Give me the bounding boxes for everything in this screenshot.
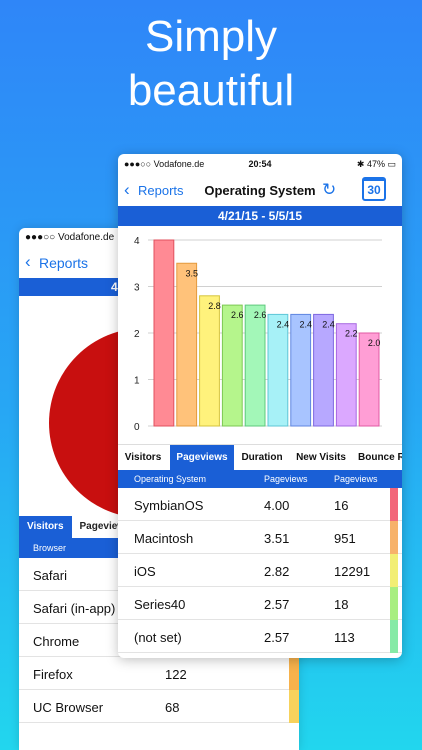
row-name: Chrome [33, 634, 80, 649]
bar [153, 239, 175, 427]
row-color-bar [390, 488, 398, 521]
column-header-count: Pageviews [334, 474, 378, 484]
bar-value-label: 3.5 [185, 268, 198, 278]
y-tick-label: 0 [134, 422, 140, 433]
y-tick-label: 4 [134, 236, 140, 247]
row-color-bar [390, 554, 398, 587]
clock: 20:54 [248, 159, 272, 169]
row-value: 68 [165, 700, 180, 715]
bar-value-label: 2.0 [368, 338, 381, 348]
row-count: 12291 [334, 564, 371, 579]
status-bar: ●●●○○ Vodafone.de 20:54 ✱ 47% ▭ [118, 154, 402, 174]
y-tick-label: 2 [134, 329, 140, 340]
date-range: 4/21/15 - 5/5/15 [118, 206, 402, 226]
bar [358, 332, 380, 427]
bar-chart: 0 1 2 3 4 3.5 2.8 2.6 2.6 2.4 2.4 2.4 2.2 2.0 [134, 236, 382, 433]
row-name: UC Browser [33, 700, 104, 715]
row-color-bar [289, 690, 299, 723]
row-color-bar [390, 587, 398, 620]
back-button[interactable]: Reports [138, 183, 184, 198]
chevron-left-icon[interactable]: ‹ [124, 180, 130, 199]
table-row[interactable]: (not set) 2.57 113 [118, 620, 402, 653]
headline-line1: Simply [144, 12, 278, 61]
row-name: Safari [33, 568, 67, 583]
calendar-button[interactable]: 30 [362, 177, 386, 201]
bar-value-label: 2.4 [299, 319, 312, 329]
row-name: Safari (in-app) [33, 601, 116, 616]
row-avg: 2.57 [264, 630, 290, 645]
row-avg: 4.00 [264, 498, 290, 513]
table-row[interactable]: iOS 2.82 12291 [118, 554, 402, 587]
column-header-avg: Pageviews [264, 474, 308, 484]
bar-value-label: 2.8 [208, 301, 221, 311]
tab-visitors[interactable]: Visitors [19, 516, 72, 538]
row-avg: 3.51 [264, 531, 290, 546]
bar-value-label: 2.4 [277, 319, 290, 329]
table-row[interactable]: UC Browser 68 [19, 690, 299, 723]
tab-pageviews[interactable]: Pageview [71, 516, 134, 538]
tab-visitors[interactable]: Visitors [124, 452, 162, 463]
front-phone-screen: ●●●○○ Vodafone.de 20:54 ✱ 47% ▭ ‹ Report… [118, 154, 402, 658]
bar-value-label: 2.4 [322, 319, 335, 329]
table-row[interactable]: SymbianOS 4.00 16 [118, 488, 402, 521]
row-color-bar [390, 521, 398, 554]
table-row[interactable]: Macintosh 3.51 951 [118, 521, 402, 554]
table-row[interactable]: Series40 2.57 18 [118, 587, 402, 620]
nav-bar: ‹ Reports Operating System ↻ 30 [118, 174, 402, 206]
row-color-bar [390, 620, 398, 653]
battery-percent: 47% [366, 159, 385, 169]
row-os: Series40 [134, 597, 186, 612]
row-color-bar [289, 657, 299, 690]
back-button[interactable]: Reports [39, 255, 89, 271]
tab-bounce-rate[interactable]: Bounce R [358, 452, 402, 463]
os-table: SymbianOS 4.00 16 Macintosh 3.51 951 iOS… [118, 488, 402, 653]
chevron-left-icon[interactable]: ‹ [25, 252, 31, 271]
row-count: 951 [334, 531, 356, 546]
tab-duration[interactable]: Duration [241, 452, 283, 463]
refresh-icon[interactable]: ↻ [322, 180, 337, 199]
table-header: Operating System Pageviews Pageviews [118, 470, 402, 488]
row-value: 122 [165, 667, 187, 682]
battery-status: ✱ 47% ▭ [357, 159, 396, 170]
bar-value-label: 2.6 [254, 310, 267, 320]
battery-icon: ▭ [384, 159, 396, 169]
row-avg: 2.57 [264, 597, 290, 612]
bar-value-label: 2.2 [345, 329, 358, 339]
page-title: Operating System [204, 183, 316, 198]
row-count: 113 [334, 630, 355, 645]
y-tick-label: 3 [134, 283, 140, 294]
bar [290, 313, 312, 427]
bar [199, 295, 220, 427]
bluetooth-icon: ✱ [356, 159, 367, 169]
row-name: Firefox [33, 667, 73, 682]
carrier-label: ●●●○○ Vodafone.de [25, 232, 115, 243]
tab-bar: Visitors Pageviews Duration New Visits B… [118, 444, 402, 471]
row-os: SymbianOS [134, 498, 204, 513]
carrier-label: ●●●○○ Vodafone.de [124, 159, 205, 169]
bar [176, 262, 198, 427]
bar [244, 304, 266, 427]
row-avg: 2.82 [264, 564, 290, 579]
row-count: 18 [334, 597, 349, 612]
y-tick-label: 1 [134, 376, 140, 387]
row-os: iOS [134, 564, 156, 579]
nav-bar: ‹ Reports [19, 246, 299, 278]
row-os: (not set) [134, 630, 182, 645]
bar [267, 313, 289, 427]
column-header-os: Operating System [134, 474, 207, 484]
tab-new-visits[interactable]: New Visits [296, 452, 346, 463]
status-bar: ●●●○○ Vodafone.de [19, 228, 299, 246]
headline-line2: beautiful [127, 66, 295, 115]
tab-bar: Visitors Pageview [19, 516, 299, 538]
bar-value-label: 2.6 [231, 310, 244, 320]
tab-pageviews[interactable]: Pageviews [170, 445, 234, 471]
bar [221, 304, 243, 427]
bar [313, 313, 334, 427]
row-os: Macintosh [134, 531, 194, 546]
table-row[interactable]: Firefox 122 [19, 657, 299, 690]
row-count: 16 [334, 498, 349, 513]
bar [335, 323, 357, 427]
